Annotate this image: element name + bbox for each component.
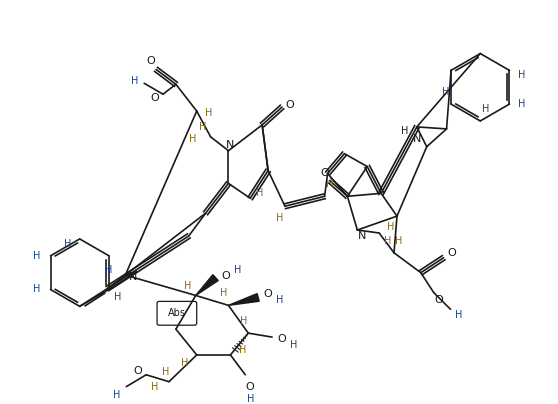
Text: H: H <box>442 87 450 97</box>
Text: H: H <box>482 104 489 114</box>
Text: O: O <box>147 57 156 67</box>
Text: O: O <box>151 93 160 103</box>
Text: H: H <box>151 382 159 391</box>
Text: H: H <box>33 284 40 295</box>
Text: N: N <box>412 134 421 144</box>
Text: H: H <box>518 99 525 109</box>
Text: H: H <box>455 310 462 320</box>
Text: H: H <box>184 280 191 290</box>
Text: H: H <box>205 108 212 118</box>
Text: H: H <box>276 295 283 305</box>
Text: H: H <box>239 316 247 326</box>
Polygon shape <box>228 294 259 305</box>
Text: O: O <box>264 289 272 299</box>
Text: H: H <box>220 288 227 299</box>
Text: H: H <box>199 122 206 132</box>
Text: H: H <box>257 188 264 198</box>
Text: H: H <box>105 265 113 275</box>
Text: O: O <box>447 248 456 258</box>
Text: N: N <box>358 231 367 241</box>
Text: O: O <box>246 382 254 391</box>
Text: H: H <box>64 239 71 249</box>
FancyBboxPatch shape <box>157 301 197 325</box>
Text: H: H <box>234 265 241 275</box>
Text: H: H <box>518 70 525 80</box>
Text: H: H <box>239 345 246 355</box>
Text: H: H <box>33 251 40 261</box>
Text: H: H <box>395 236 403 246</box>
Text: H: H <box>290 340 297 350</box>
Text: O: O <box>286 100 294 110</box>
Text: H: H <box>384 236 392 246</box>
Text: N: N <box>129 272 137 282</box>
Text: O: O <box>320 168 329 177</box>
Text: H: H <box>113 389 120 400</box>
Text: H: H <box>162 367 170 377</box>
Text: H: H <box>247 393 254 404</box>
Text: H: H <box>276 213 283 223</box>
Text: O: O <box>434 295 443 305</box>
Polygon shape <box>196 275 218 295</box>
Text: H: H <box>114 292 122 303</box>
Text: H: H <box>189 134 196 144</box>
Text: O: O <box>277 334 286 344</box>
Text: H: H <box>131 76 138 86</box>
Text: Abs: Abs <box>168 308 186 318</box>
Text: H: H <box>387 222 395 232</box>
Text: H: H <box>326 179 333 189</box>
Text: N: N <box>226 140 234 150</box>
Text: O: O <box>134 366 143 376</box>
Text: H: H <box>401 126 408 136</box>
Text: O: O <box>221 271 230 281</box>
Text: H: H <box>181 358 189 368</box>
